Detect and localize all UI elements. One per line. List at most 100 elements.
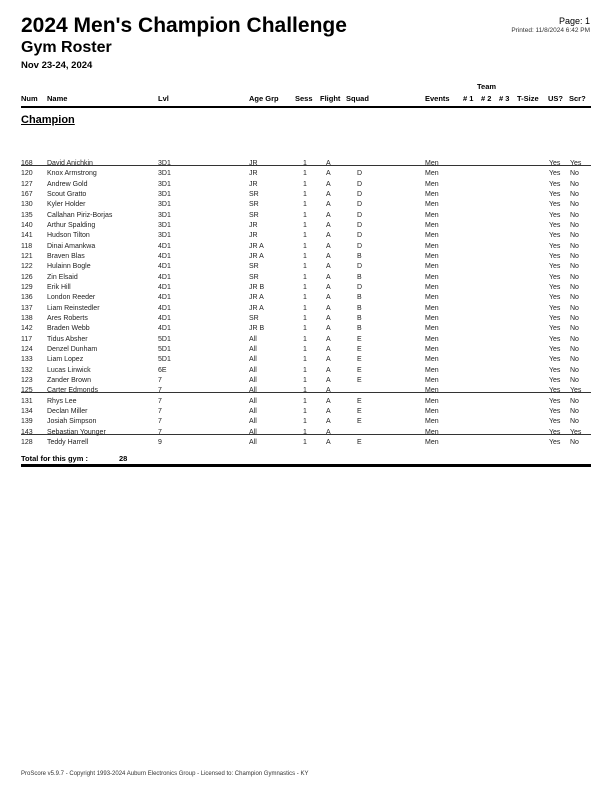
- cell-age: SR: [249, 263, 259, 271]
- table-row: 127 Andrew Gold 3D1 JR 1 A D Men Yes No: [0, 181, 612, 191]
- cell-us: Yes: [549, 314, 561, 322]
- cell-name: Zander Brown: [47, 376, 91, 384]
- cell-flight: A: [326, 376, 331, 384]
- cell-us: Yes: [549, 170, 561, 178]
- table-row: 140 Arthur Spalding 3D1 JR 1 A D Men Yes No: [0, 222, 612, 232]
- table-row: 124 Denzel Dunham 5D1 All 1 A E Men Yes No: [0, 346, 612, 356]
- cell-flight: A: [326, 335, 331, 343]
- cell-events: Men: [425, 387, 439, 395]
- cell-squad: D: [357, 170, 363, 178]
- cell-scr: No: [570, 397, 579, 405]
- col-team-1: # 1: [463, 94, 474, 103]
- cell-sess: 1: [303, 418, 307, 426]
- table-row: 118 Dinai Amankwa 4D1 JR A 1 A D Men Yes No: [0, 243, 612, 253]
- cell-lvl: 4D1: [158, 273, 171, 281]
- table-row: 132 Lucas Linwick 6E All 1 A E Men Yes No: [0, 367, 612, 377]
- cell-events: Men: [425, 263, 439, 271]
- cell-us: Yes: [549, 242, 561, 250]
- cell-lvl: 3D1: [158, 201, 171, 209]
- cell-age: SR: [249, 190, 259, 198]
- cell-num: 126: [21, 273, 33, 281]
- cell-flight: A: [326, 304, 331, 312]
- cell-flight: A: [326, 283, 331, 291]
- cell-us: Yes: [549, 304, 561, 312]
- cell-flight: A: [326, 201, 331, 209]
- cell-scr: No: [570, 263, 579, 271]
- cell-age: JR: [249, 170, 258, 178]
- cell-us: Yes: [549, 428, 561, 436]
- cell-scr: No: [570, 211, 579, 219]
- cell-num: 124: [21, 345, 33, 353]
- cell-lvl: 3D1: [158, 190, 171, 198]
- cell-lvl: 7: [158, 397, 162, 405]
- cell-flight: A: [326, 314, 331, 322]
- cell-squad: E: [357, 345, 362, 353]
- cell-squad: B: [357, 314, 362, 322]
- cell-events: Men: [425, 170, 439, 178]
- cell-events: Men: [425, 418, 439, 426]
- cell-us: Yes: [549, 232, 561, 240]
- cell-scr: No: [570, 335, 579, 343]
- header-rule: [21, 106, 591, 108]
- col-age-grp: Age Grp: [249, 94, 279, 103]
- cell-lvl: 3D1: [158, 221, 171, 229]
- cell-sess: 1: [303, 387, 307, 395]
- cell-squad: B: [357, 252, 362, 260]
- cell-scr: Yes: [570, 160, 582, 167]
- cell-events: Men: [425, 428, 439, 436]
- table-row: 134 Declan Miller 7 All 1 A E Men Yes No: [0, 408, 612, 418]
- cell-sess: 1: [303, 211, 307, 219]
- cell-events: Men: [425, 252, 439, 260]
- cell-age: All: [249, 356, 257, 364]
- cell-us: Yes: [549, 201, 561, 209]
- cell-events: Men: [425, 366, 439, 374]
- cell-flight: A: [326, 428, 331, 436]
- cell-lvl: 5D1: [158, 335, 171, 343]
- cell-sess: 1: [303, 283, 307, 291]
- cell-us: Yes: [549, 356, 561, 364]
- cell-us: Yes: [549, 263, 561, 271]
- cell-name: Scout Gratto: [47, 190, 87, 198]
- team-group-header: Team: [477, 82, 497, 91]
- cell-name: Kyler Holder: [47, 201, 86, 209]
- cell-us: Yes: [549, 160, 561, 167]
- cell-events: Men: [425, 273, 439, 281]
- cell-scr: No: [570, 438, 579, 446]
- cell-age: JR A: [249, 304, 264, 312]
- cell-flight: A: [326, 397, 331, 405]
- cell-events: Men: [425, 304, 439, 312]
- cell-age: All: [249, 407, 257, 415]
- cell-events: Men: [425, 232, 439, 240]
- cell-name: Braven Blas: [47, 252, 85, 260]
- cell-events: Men: [425, 438, 439, 446]
- total-rule: [21, 464, 591, 467]
- cell-sess: 1: [303, 428, 307, 436]
- cell-sess: 1: [303, 294, 307, 302]
- cell-squad: E: [357, 397, 362, 405]
- table-row: 141 Hudson Tilton 3D1 JR 1 A D Men Yes No: [0, 232, 612, 242]
- cell-sess: 1: [303, 304, 307, 312]
- cell-name: Ares Roberts: [47, 314, 88, 322]
- table-row: 137 Liam Reinstedler 4D1 JR A 1 A B Men Yes No: [0, 305, 612, 315]
- cell-age: JR: [249, 232, 258, 240]
- cell-age: All: [249, 387, 257, 395]
- col-flight: Flight: [320, 94, 341, 103]
- cell-squad: E: [357, 376, 362, 384]
- cell-flight: A: [326, 211, 331, 219]
- cell-us: Yes: [549, 345, 561, 353]
- cell-lvl: 4D1: [158, 314, 171, 322]
- cell-num: 118: [21, 242, 33, 250]
- cell-squad: D: [357, 242, 363, 250]
- cell-age: SR: [249, 273, 259, 281]
- cell-num: 134: [21, 407, 33, 415]
- cell-flight: A: [326, 263, 331, 271]
- cell-age: All: [249, 397, 257, 405]
- cell-num: 139: [21, 418, 33, 426]
- cell-sess: 1: [303, 407, 307, 415]
- cell-scr: No: [570, 356, 579, 364]
- meet-date: Nov 23-24, 2024: [21, 60, 93, 71]
- cell-flight: A: [326, 418, 331, 426]
- cell-squad: B: [357, 273, 362, 281]
- table-row: 123 Zander Brown 7 All 1 A E Men Yes No: [0, 377, 612, 387]
- cell-num: 131: [21, 397, 33, 405]
